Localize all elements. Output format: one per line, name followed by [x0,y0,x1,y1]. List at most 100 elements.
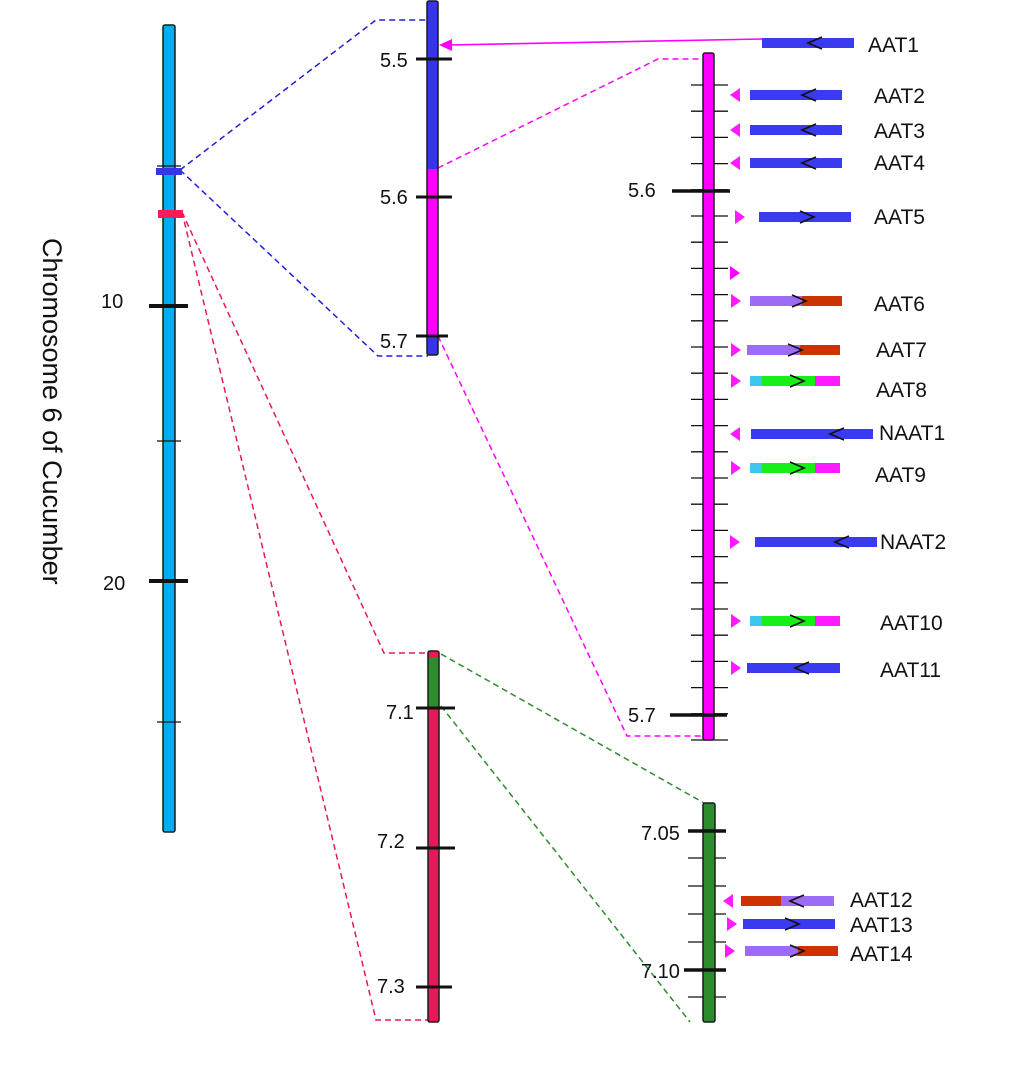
detail-magenta: 5.6 5.7 [628,52,740,741]
gene-row: AAT2 [730,85,925,108]
tick-label: 7.2 [377,831,405,853]
marker-triangle [730,427,740,441]
zoom-bar-crimson [428,651,439,1022]
gene-label: AAT14 [850,943,913,966]
gene-segment [750,125,842,135]
connector-magenta [437,58,704,169]
gene-row: AAT1 [762,34,919,57]
zoom-bar-green-region [428,657,439,707]
gene-row: AAT10 [731,612,943,635]
gene-segment [800,345,840,355]
gene-segment [781,896,834,906]
direction-arrow-icon [789,374,807,388]
gene-row: AAT13 [727,914,913,937]
gene-segment [750,376,762,386]
gene-row: AAT12 [723,889,913,912]
gene-label: AAT5 [874,206,925,229]
gene-segment [750,158,842,168]
crimson-highlight-region [158,210,183,218]
marker-triangle [731,661,741,675]
gene-segment [762,376,815,386]
direction-arrow-icon [799,88,817,102]
marker-triangle [730,535,740,549]
direction-arrow-icon [827,427,845,441]
direction-arrow-icon [787,343,805,357]
marker-triangle [727,917,737,931]
direction-arrow-icon [799,210,817,224]
gene-label: AAT12 [850,889,913,912]
gene-row: AAT5 [735,206,925,229]
direction-arrow-icon [799,123,817,137]
gene-label: AAT13 [850,914,913,937]
zoom-bar-magenta [427,169,438,335]
tick-label: 5.7 [380,331,408,353]
detail-bar-magenta [702,52,715,741]
marker-triangle [731,294,741,308]
chromosome-6: 10 20 Chromosome 6 of Cucumber [37,24,188,833]
gene-label: AAT9 [875,464,926,487]
tick-label: 10 [101,291,123,313]
pointer-line [447,38,763,46]
direction-arrow-icon [792,661,810,675]
zoom-7.1-7.3: 7.1 7.2 7.3 [377,650,455,1023]
gene-segment [745,946,798,956]
gene-label: AAT10 [880,612,943,635]
gene-label: NAAT2 [880,531,946,554]
gene-row: AAT4 [730,152,925,175]
gene-segment [815,463,840,473]
pointer-arrowhead-icon [439,39,452,51]
tick-label: 5.6 [380,187,408,209]
gene-segment [815,616,840,626]
gene-segment [751,429,873,439]
gene-label: AAT11 [880,659,941,682]
gene-label: AAT2 [874,85,925,108]
zoom-connectors [179,19,705,1023]
chromosome-bar [162,24,176,833]
gene-segment [747,345,800,355]
gene-segment [762,616,815,626]
marker-triangle [730,266,740,280]
gene-row: AAT6 [731,293,925,316]
gene-row: NAAT1 [730,422,945,445]
direction-arrow-icon [832,535,850,549]
detail-green: 7.05 7.10 [641,802,726,1023]
gene-segment [750,463,762,473]
tick-label: 20 [103,573,125,595]
marker-triangle [723,894,733,908]
tick-label: 5.6 [628,180,656,202]
chromosome-title: Chromosome 6 of Cucumber [37,238,67,585]
connector-red [181,211,428,1021]
gene-segment [750,616,762,626]
tick-label: 5.5 [380,50,408,72]
direction-arrow-icon [791,294,809,308]
gene-segment [741,896,781,906]
connector-blue [179,169,428,357]
gene-label: AAT4 [874,152,925,175]
zoom-5.5-5.7: 5.5 5.6 5.7 [380,0,452,356]
connector-blue [179,19,428,171]
direction-arrow-icon [805,36,823,50]
aat1-pointer [439,38,763,51]
gene-row: NAAT2 [730,531,946,554]
marker-triangle [730,156,740,170]
tick-label: 5.7 [628,705,656,727]
gene-row: AAT7 [731,339,927,362]
gene-segment [762,463,815,473]
gene-segment [750,296,802,306]
blue-highlight-region [156,168,182,175]
connector-green [440,705,691,1023]
gene-segment [743,919,835,929]
gene-segment [755,537,877,547]
marker-triangle [735,210,745,224]
gene-row: AAT3 [730,120,925,143]
tick-label: 7.3 [377,976,405,998]
connector-red [181,211,428,654]
detail-bar-green [702,802,716,1023]
tick-label: 7.1 [386,702,414,724]
gene-segment [750,90,842,100]
gene-models: AAT1 AAT2 AAT3 AAT4 AAT5 AAT6 AAT7 AAT8 NAAT1 AAT… [439,34,946,966]
gene-row: AAT14 [725,943,913,966]
gene-label: AAT7 [876,339,927,362]
gene-segment [815,376,840,386]
